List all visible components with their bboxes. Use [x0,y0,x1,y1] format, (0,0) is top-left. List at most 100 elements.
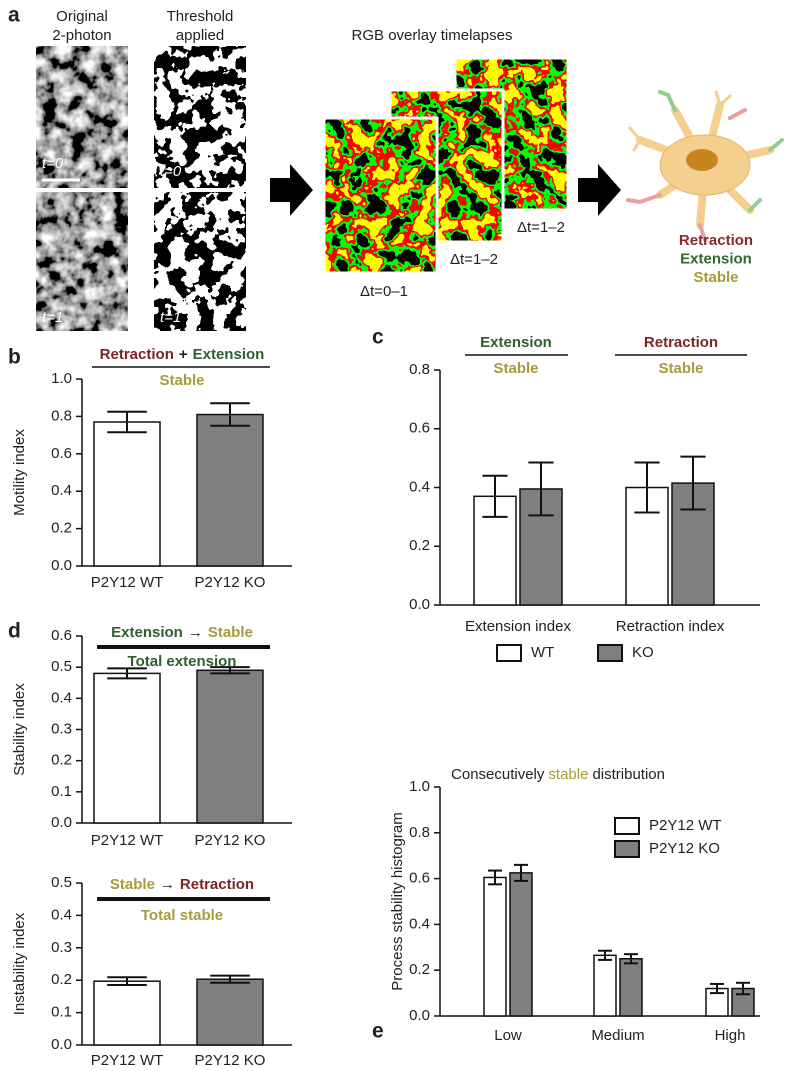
y-tick-label: 0.0 [409,1007,430,1024]
formula-text: Stable [493,360,538,377]
y-axis-label: Instability index [11,912,28,1015]
y-tick-label: 0.2 [409,537,430,554]
y-tick-label: 0.4 [51,906,72,923]
formula-text: Stable [658,360,703,377]
panel-label: a [8,4,20,27]
arrow [270,164,313,216]
y-tick-label: 0.6 [409,420,430,437]
formula-part: Stable [493,360,538,377]
legend-swatch [496,644,522,662]
legend-label: WT [531,644,554,661]
micrograph [36,192,128,331]
legend-swatch [614,817,640,835]
y-tick-label: 0.0 [51,557,72,574]
y-tick-label: 0.2 [409,961,430,978]
y-tick-label: 0.4 [51,482,72,499]
formula-text: Retraction [644,334,718,351]
legend-label: P2Y12 WT [649,817,722,834]
legend-label: Stable [693,269,738,286]
chart-title: Consecutively stable distribution [451,766,665,783]
y-tick-label: 0.0 [51,814,72,831]
cell-drawing [626,90,784,242]
bar [593,954,617,1017]
formula-text: Total extension [128,653,237,670]
y-tick-label: 0.6 [409,870,430,887]
y-tick-label: 0.1 [51,783,72,800]
column-title: RGB overlay timelapses [352,27,513,44]
formula-part: Extension [480,334,552,351]
formula-text: Extension → Stable [111,624,253,641]
formula-part: Retraction [644,334,718,351]
formula-part: Retraction [100,346,174,363]
overlay-image [324,118,437,273]
y-tick-label: 0.2 [51,752,72,769]
panel-label: c [372,326,384,349]
formula-part: Extension [193,346,265,363]
formula-part: → [160,876,175,893]
y-tick-label: 0.3 [51,939,72,956]
panel-label: d [8,620,21,643]
x-tick-label: P2Y12 WT [91,832,164,849]
bar [93,980,161,1046]
y-tick-label: 1.0 [51,370,72,387]
formula-text: Stable → Retraction [110,876,254,893]
y-tick-label: 0.5 [51,874,72,891]
legend-label: P2Y12 KO [649,840,720,857]
panel-label: b [8,346,21,369]
column-title: 2-photon [52,27,111,44]
legend-label: KO [632,644,654,661]
bar [93,672,161,824]
formula-part: Total stable [141,907,223,924]
formula-part: → [188,624,203,641]
x-tick-label: Extension index [465,618,571,635]
title-part: Consecutively [451,766,545,783]
x-tick-label: P2Y12 WT [91,1052,164,1069]
y-tick-label: 0.6 [51,627,72,644]
interval-label: Δt=1–2 [517,219,565,236]
formula-text: Retraction + Extension [100,346,265,363]
column-title: applied [176,27,224,44]
title-part: stable [548,766,588,783]
x-tick-label: Low [494,1027,522,1044]
x-tick-label: Retraction index [616,618,725,635]
x-tick-label: P2Y12 KO [195,832,266,849]
x-tick-label: P2Y12 WT [91,574,164,591]
formula-part: Stable [159,372,204,389]
title-part: distribution [592,766,665,783]
x-tick-label: Medium [591,1027,644,1044]
y-tick-label: 0.5 [51,658,72,675]
formula-part: Total extension [128,653,237,670]
y-tick-label: 0.8 [409,824,430,841]
formula-part: + [179,346,188,363]
formula-part: Stable [110,876,155,893]
x-tick-label: High [715,1027,746,1044]
formula-part: Stable [658,360,703,377]
bar [196,978,264,1046]
y-tick-label: 0.3 [51,720,72,737]
y-axis-label: Process stability histogram [389,812,406,990]
formula-part: Retraction [180,876,254,893]
y-tick-label: 0.2 [51,520,72,537]
x-tick-label: P2Y12 KO [195,574,266,591]
legend-swatch [597,644,623,662]
formula-part: Stable [208,624,253,641]
y-tick-label: 0.6 [51,445,72,462]
micrograph [36,46,128,188]
formula-text: Extension [480,334,552,351]
image-border [322,116,439,275]
interval-label: Δt=1–2 [450,251,498,268]
column-title: Original [56,8,108,25]
y-tick-label: 0.4 [409,915,430,932]
formula-part: Extension [111,624,183,641]
legend-swatch [614,840,640,858]
y-tick-label: 0.4 [51,689,72,706]
y-tick-label: 0.0 [409,596,430,613]
legend-label: Retraction [679,232,753,249]
bar [196,669,264,824]
interval-label: Δt=0–1 [360,283,408,300]
panel-a: a Original 2-photon Threshold applied RG… [8,4,784,331]
bar [509,872,533,1017]
time-label: t=1 [42,309,63,326]
bar [483,876,507,1017]
